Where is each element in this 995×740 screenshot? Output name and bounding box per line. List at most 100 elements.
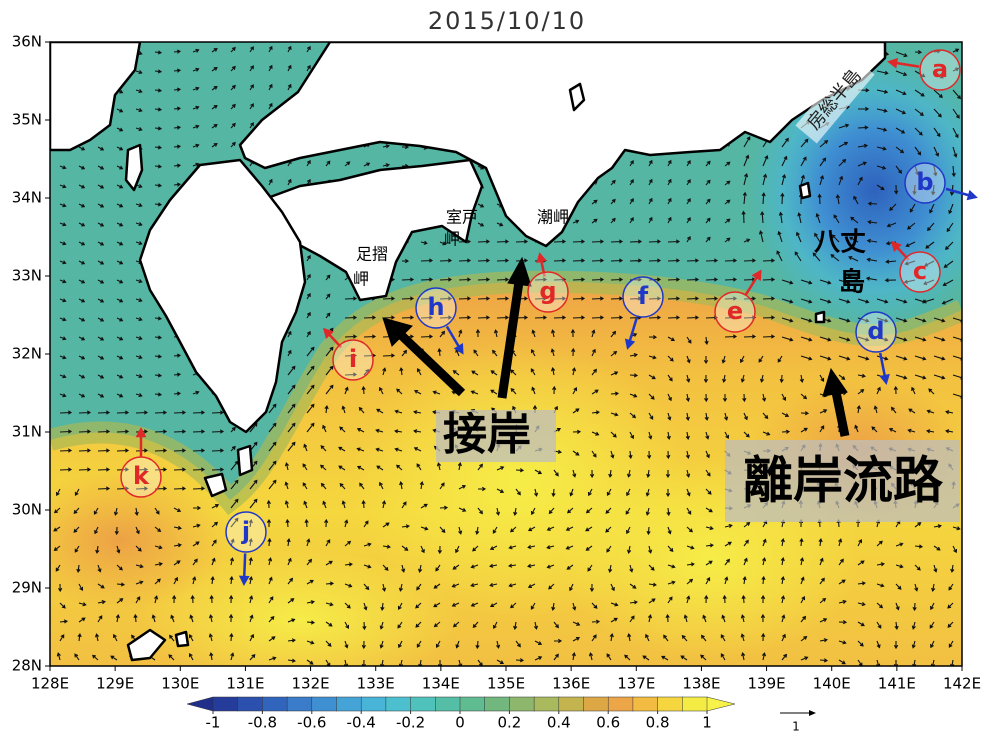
colorbar-tick-label: 0	[455, 714, 465, 732]
x-tick-label: 137E	[617, 675, 655, 693]
colorbar-swatch	[509, 696, 535, 712]
colorbar-tick-label: -1	[206, 714, 221, 732]
annotation: 離岸流路	[743, 452, 944, 510]
x-tick-label: 142E	[943, 675, 981, 693]
label-box	[795, 56, 875, 144]
colorbar-tick-label: 0.8	[646, 714, 670, 732]
marker: d	[855, 311, 897, 385]
marker-arrow-head	[536, 252, 547, 264]
y-tick-label: 36N	[12, 33, 42, 51]
marker-circle	[120, 456, 162, 498]
marker-circle	[622, 276, 664, 318]
marker-circle	[415, 287, 457, 329]
shikoku	[260, 158, 484, 302]
colorbar-tick-label: -0.4	[347, 714, 376, 732]
colorbar-swatch	[360, 696, 387, 712]
label-box	[436, 410, 556, 462]
marker-label: h	[427, 293, 444, 321]
x-tick-label: 130E	[161, 675, 199, 693]
y-tick-label: 34N	[12, 189, 42, 207]
arrow-shaft	[497, 281, 524, 399]
y-tick-label: 30N	[12, 501, 42, 519]
marker-circle	[714, 291, 756, 333]
map-title: 2015/10/10	[428, 7, 586, 35]
place-name: 岬	[444, 230, 460, 249]
island	[236, 444, 254, 477]
marker: i	[322, 327, 374, 381]
arrow-shaft	[396, 330, 466, 397]
reference-vector-head	[809, 710, 816, 716]
marker-arrow-head	[966, 189, 978, 201]
marker: b	[904, 162, 978, 204]
marker-arrow-head	[624, 338, 636, 350]
marker-circle	[855, 311, 897, 353]
marker: k	[120, 427, 162, 498]
x-tick-label: 134E	[422, 675, 460, 693]
colorbar-tick-label: -0.6	[297, 714, 326, 732]
colorbar-swatch	[286, 696, 313, 712]
marker-circle	[225, 511, 267, 553]
island	[126, 628, 167, 662]
kyushu	[138, 158, 307, 434]
island	[798, 181, 812, 200]
marker-arrow-head	[135, 427, 147, 438]
marker-arrow-head	[887, 57, 898, 69]
place-name: 室戸	[446, 208, 478, 227]
colorbar-swatch	[410, 696, 437, 712]
colorbar-swatch	[533, 696, 560, 712]
colorbar-tick-label: 0.2	[497, 714, 521, 732]
island	[814, 310, 826, 324]
arrow-shaft	[831, 391, 850, 437]
island	[124, 143, 144, 192]
marker-circle	[919, 49, 961, 91]
colorbar-swatch	[607, 696, 634, 712]
colorbar-tick-label: 1	[702, 714, 712, 732]
y-tick-label: 28N	[12, 657, 42, 675]
arrow-head	[822, 367, 848, 397]
marker-arrow-head	[453, 343, 464, 355]
x-tick-label: 136E	[552, 675, 590, 693]
x-tick-label: 129E	[96, 675, 134, 693]
colorbar-tick-label: 0.4	[547, 714, 571, 732]
island	[174, 630, 190, 648]
colorbar-swatch	[237, 696, 264, 712]
honshu	[238, 42, 887, 248]
x-tick-label: 133E	[357, 675, 395, 693]
marker: a	[887, 49, 961, 91]
colorbar-swatch	[262, 696, 288, 712]
colorbar-extend	[186, 696, 214, 712]
warm-patch	[50, 470, 230, 610]
colorbar-tick-label: -0.2	[396, 714, 425, 732]
x-tick-label: 138E	[682, 675, 720, 693]
colorbar-swatch	[385, 696, 412, 712]
place-name: 八丈	[814, 228, 866, 258]
colorbar-swatch	[212, 696, 239, 712]
y-tick-label: 32N	[12, 345, 42, 363]
colorbar-tick-label: -0.8	[248, 714, 277, 732]
arrow-head	[507, 256, 532, 287]
marker-arrow-head	[238, 575, 250, 586]
marker-label: i	[349, 345, 357, 373]
marker: f	[622, 276, 664, 350]
axes: 128E 129E 130E 131E 132E 133E 134E 135E 136E 137E…	[12, 33, 981, 693]
y-tick-label: 33N	[12, 267, 42, 285]
colorbar-swatch	[682, 696, 708, 712]
x-tick-label: 131E	[226, 675, 264, 693]
marker-label: c	[913, 257, 927, 285]
marker-circle	[527, 271, 569, 313]
marker-circle	[904, 162, 946, 204]
y-tick-label: 29N	[12, 579, 42, 597]
marker-circle	[899, 251, 941, 293]
warm-patch	[140, 550, 460, 666]
colorbar-swatch	[336, 696, 362, 712]
marker-arrow-head	[879, 373, 890, 385]
place-name: 岬	[353, 270, 369, 289]
x-tick-label: 135E	[487, 675, 525, 693]
x-tick-label: 139E	[748, 675, 786, 693]
place-name: 島	[839, 268, 865, 298]
marker-label: g	[539, 277, 556, 305]
colorbar-swatch	[435, 696, 461, 712]
marker: c	[890, 240, 941, 293]
x-tick-label: 132E	[292, 675, 330, 693]
colorbar-extend	[706, 696, 736, 712]
